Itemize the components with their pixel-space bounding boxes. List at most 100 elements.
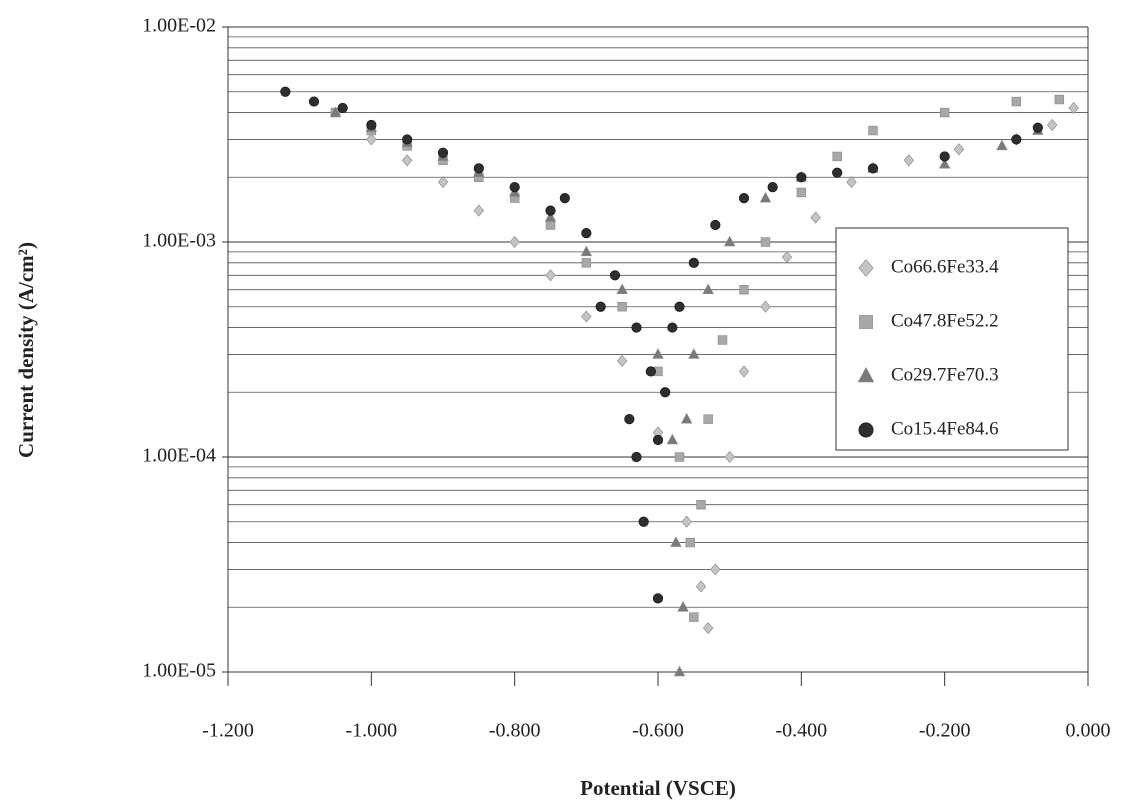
legend-marker	[859, 315, 873, 329]
point	[938, 157, 951, 169]
point	[695, 580, 707, 593]
point	[652, 434, 664, 446]
point	[437, 176, 449, 189]
point	[652, 348, 664, 359]
point	[832, 151, 842, 162]
point	[667, 322, 678, 333]
point	[631, 322, 642, 333]
point	[366, 133, 377, 146]
point	[329, 106, 342, 117]
point	[1054, 94, 1065, 105]
point	[689, 612, 699, 622]
point	[645, 366, 656, 377]
point	[717, 335, 728, 345]
y-tick-label: 1.00E-03	[142, 230, 216, 252]
x-tick-label: -0.200	[919, 720, 971, 742]
point	[685, 537, 695, 548]
point	[308, 96, 320, 107]
point	[660, 387, 671, 398]
point	[1011, 96, 1022, 107]
point	[652, 593, 664, 604]
y-axis-title: Current density (A/cm²)	[14, 242, 38, 458]
point	[939, 151, 950, 162]
point	[624, 414, 635, 425]
point	[696, 499, 706, 510]
point	[953, 143, 965, 156]
point	[631, 451, 642, 463]
point	[545, 205, 556, 216]
point	[673, 665, 686, 677]
point	[1032, 122, 1043, 133]
point	[674, 301, 685, 312]
point	[688, 257, 699, 268]
point	[781, 251, 793, 264]
point	[1011, 134, 1022, 145]
point	[796, 172, 807, 183]
legend-marker	[857, 366, 875, 383]
legend-marker	[858, 259, 874, 277]
y-tick-label: 1.00E-05	[142, 660, 216, 682]
point	[710, 219, 721, 231]
point	[638, 516, 649, 527]
point	[703, 414, 713, 424]
point	[702, 622, 714, 635]
x-tick-label: -1.000	[345, 720, 397, 742]
point	[681, 515, 692, 528]
point	[760, 237, 771, 247]
y-tick-label: 1.00E-04	[142, 445, 216, 467]
point	[545, 269, 556, 282]
x-tick-label: -1.200	[202, 720, 254, 742]
legend-marker	[858, 422, 874, 438]
point	[702, 283, 714, 294]
point	[739, 284, 749, 295]
point	[996, 139, 1008, 151]
point	[670, 536, 682, 547]
point	[710, 563, 721, 576]
point	[337, 102, 348, 114]
legend-box	[835, 227, 1069, 451]
point	[280, 86, 291, 97]
point	[724, 450, 735, 464]
point	[473, 163, 484, 174]
point	[509, 182, 520, 193]
point	[581, 228, 592, 239]
point	[867, 163, 879, 174]
legend-label: Co47.8Fe52.2	[891, 310, 999, 331]
point	[559, 193, 570, 204]
legend-label: Co29.7Fe70.3	[891, 364, 999, 385]
point	[580, 245, 593, 257]
point	[738, 365, 750, 378]
point	[509, 235, 520, 249]
point	[581, 258, 592, 268]
point	[617, 302, 627, 312]
x-axis-title: Potential (VSCE)	[580, 776, 736, 800]
point	[616, 354, 628, 367]
point	[581, 310, 592, 323]
point	[366, 119, 377, 131]
point	[616, 283, 628, 294]
point	[609, 270, 621, 281]
point	[1068, 101, 1079, 115]
point	[674, 452, 685, 462]
point	[760, 300, 771, 313]
point	[903, 154, 915, 167]
point	[544, 211, 557, 222]
point	[401, 154, 413, 167]
point	[595, 301, 606, 312]
point	[723, 235, 736, 247]
point	[759, 191, 772, 203]
point	[939, 107, 950, 118]
x-tick-label: -0.400	[775, 720, 827, 742]
legend-label: Co15.4Fe84.6	[891, 418, 999, 439]
point	[832, 167, 843, 178]
point	[868, 125, 878, 136]
y-tick-label: 1.00E-02	[142, 15, 216, 37]
point	[545, 220, 556, 230]
point	[796, 187, 807, 198]
point	[688, 348, 700, 359]
point	[437, 147, 449, 158]
point	[680, 412, 693, 424]
x-tick-label: -0.600	[632, 720, 684, 742]
point	[402, 134, 413, 145]
